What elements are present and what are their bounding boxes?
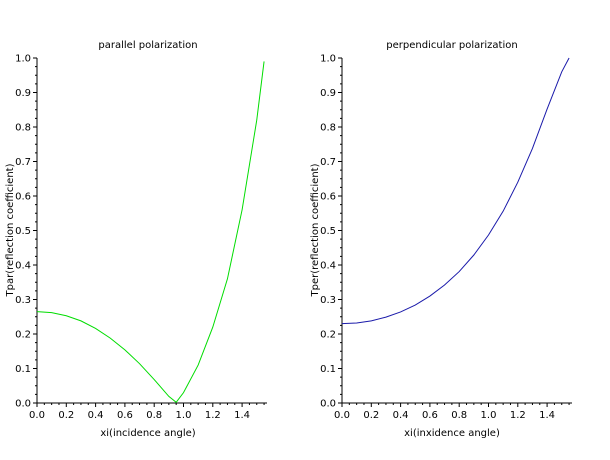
x-tick-label: 1.2 <box>205 410 221 421</box>
y-tick-label: 1.0 <box>320 54 336 65</box>
y-tick-label: 0.8 <box>15 123 31 134</box>
y-tick-label: 0.5 <box>15 226 31 237</box>
chart-title: perpendicular polarization <box>386 40 517 51</box>
x-tick-label: 0.2 <box>363 410 379 421</box>
y-tick-label: 0.5 <box>320 226 336 237</box>
y-tick-label: 0.0 <box>320 399 336 410</box>
y-tick-label: 0.7 <box>15 157 31 168</box>
y-tick-label: 0.3 <box>15 295 31 306</box>
y-tick-label: 0.0 <box>15 399 31 410</box>
y-tick-label: 0.7 <box>320 157 336 168</box>
x-tick-label: 0.4 <box>88 410 104 421</box>
x-axis-label: xi(incidence angle) <box>100 428 195 439</box>
series-line <box>36 61 265 404</box>
x-tick-label: 1.0 <box>481 410 497 421</box>
chart-title: parallel polarization <box>98 40 197 51</box>
x-tick-label: 1.4 <box>539 410 555 421</box>
y-tick-label: 0.1 <box>15 364 31 375</box>
x-tick-label: 1.4 <box>234 410 250 421</box>
y-axis-label: Tper(reflection coefficient) <box>310 163 321 297</box>
series-line <box>341 57 570 325</box>
y-tick-label: 0.9 <box>320 88 336 99</box>
x-tick-label: 0.8 <box>451 410 467 421</box>
y-tick-label: 0.6 <box>320 192 336 203</box>
y-tick-label: 1.0 <box>15 54 31 65</box>
x-tick-label: 0.6 <box>117 410 133 421</box>
y-tick-label: 0.6 <box>15 192 31 203</box>
y-tick-label: 0.4 <box>320 261 336 272</box>
x-axis-label: xi(inxidence angle) <box>404 428 500 439</box>
parallel-polarization-panel: parallel polarization xi(incidence angle… <box>5 40 267 439</box>
y-tick-label: 0.8 <box>320 123 336 134</box>
y-tick-label: 0.9 <box>15 88 31 99</box>
x-tick-label: 0.6 <box>422 410 438 421</box>
y-tick-label: 0.1 <box>320 364 336 375</box>
y-tick-label: 0.3 <box>320 295 336 306</box>
x-tick-label: 0.2 <box>58 410 74 421</box>
y-axis-label: Tpar(reflection coefficient) <box>5 163 16 297</box>
x-tick-label: 0.8 <box>146 410 162 421</box>
y-tick-label: 0.4 <box>15 261 31 272</box>
x-tick-label: 1.2 <box>510 410 526 421</box>
y-tick-label: 0.2 <box>15 330 31 341</box>
y-tick-label: 0.2 <box>320 330 336 341</box>
x-tick-label: 0.0 <box>334 410 350 421</box>
x-tick-label: 1.0 <box>176 410 192 421</box>
x-tick-label: 0.4 <box>393 410 409 421</box>
perpendicular-polarization-panel: perpendicular polarization xi(inxidence … <box>310 40 572 439</box>
x-tick-label: 0.0 <box>29 410 45 421</box>
